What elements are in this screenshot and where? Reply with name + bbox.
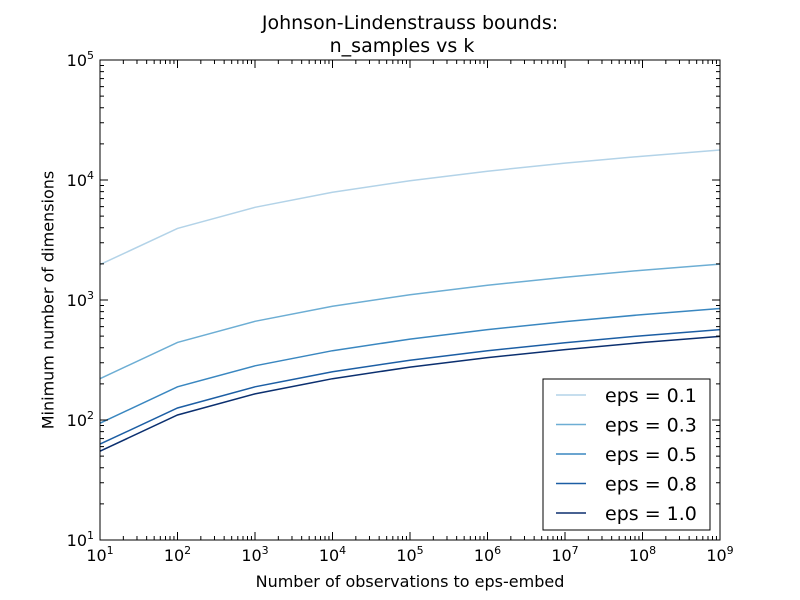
chart-title-line-1: Johnson-Lindenstrauss bounds: xyxy=(261,12,559,34)
x-axis-label: Number of observations to eps-embed xyxy=(255,572,565,591)
y-tick-label: 105 xyxy=(67,49,94,70)
series-line-1 xyxy=(99,263,721,380)
x-tick-label: 108 xyxy=(629,544,656,565)
series-line-3 xyxy=(99,328,721,445)
y-tick-label: 104 xyxy=(67,169,94,190)
legend-label-4: eps = 1.0 xyxy=(605,503,697,525)
y-axis-label: Minimum number of dimensions xyxy=(38,170,58,430)
y-tick-label: 102 xyxy=(67,409,94,430)
x-tick-label: 101 xyxy=(86,544,113,565)
series-line-4 xyxy=(99,335,721,452)
x-tick-label: 106 xyxy=(474,544,501,565)
y-tick-label: 101 xyxy=(67,529,94,550)
legend-label-3: eps = 0.8 xyxy=(605,474,697,496)
legend-label-0: eps = 0.1 xyxy=(605,385,697,407)
legend-label-1: eps = 0.3 xyxy=(605,415,697,437)
x-tick-label: 103 xyxy=(241,544,268,565)
x-tick-label: 104 xyxy=(319,544,346,565)
x-tick-label: 102 xyxy=(164,544,191,565)
series-line-0 xyxy=(99,149,721,266)
series-line-2 xyxy=(99,307,721,424)
legend-label-2: eps = 0.5 xyxy=(605,444,697,466)
y-tick-label: 103 xyxy=(67,289,94,310)
x-tick-label: 105 xyxy=(396,544,423,565)
x-tick-label: 109 xyxy=(706,544,733,565)
chart-title-line-2: n_samples vs k xyxy=(329,35,475,57)
x-tick-label: 107 xyxy=(551,544,578,565)
